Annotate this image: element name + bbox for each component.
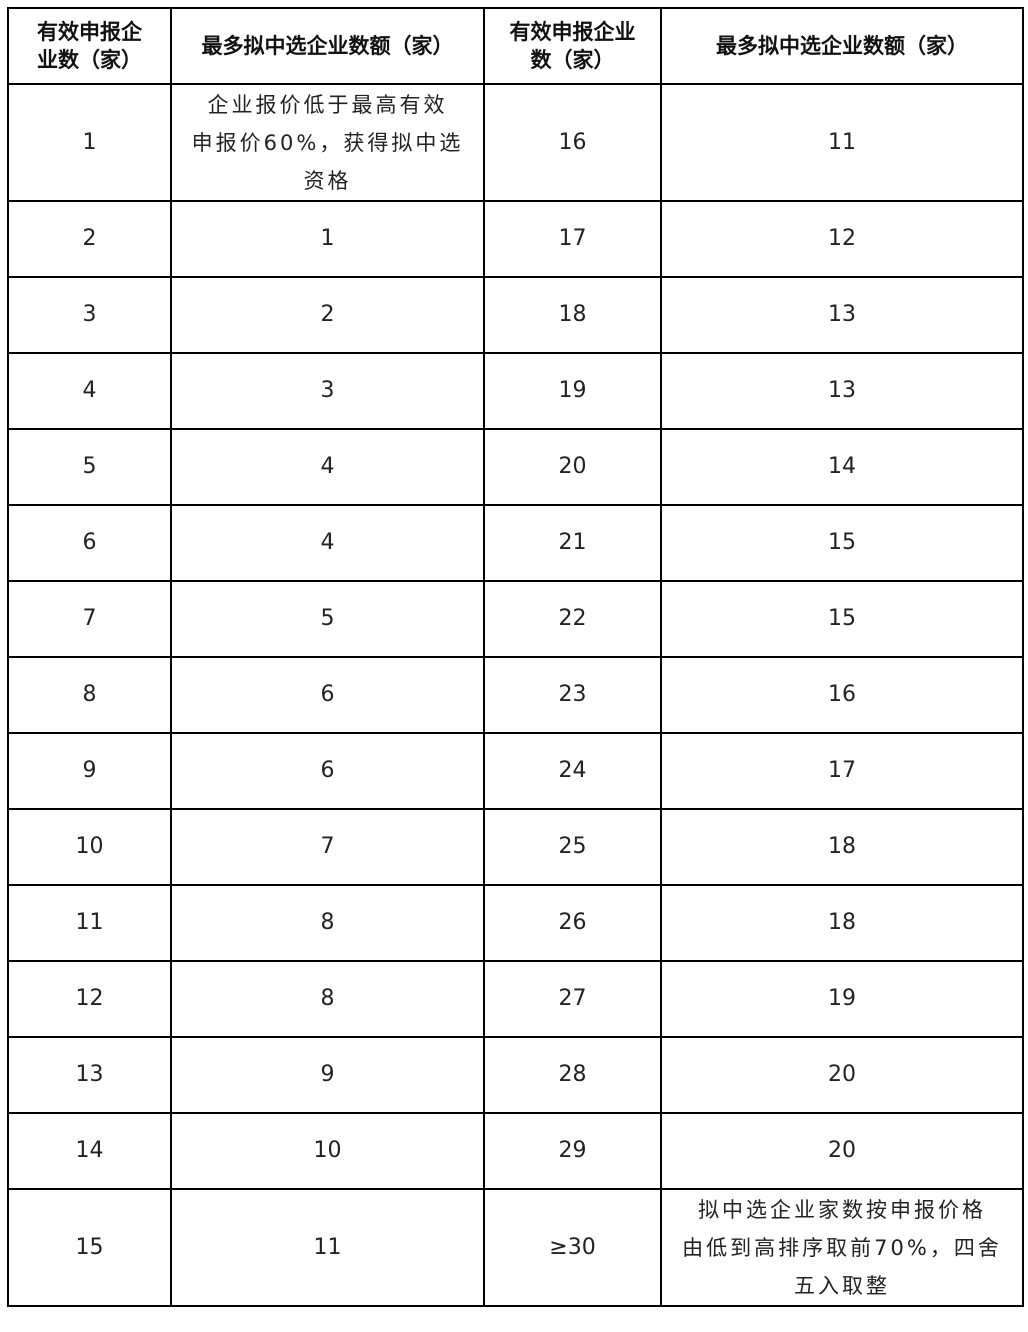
header-max-selected: 最多拟中选企业数额（家） xyxy=(660,7,1024,85)
table-row: 11 8 26 18 xyxy=(7,884,1024,962)
table-cell: 10 xyxy=(7,808,172,886)
table-cell: 12 xyxy=(660,200,1024,278)
table-cell: 18 xyxy=(483,276,662,354)
table-cell: 10 xyxy=(170,1112,485,1190)
table-cell: 22 xyxy=(483,580,662,658)
table-cell: 8 xyxy=(170,960,485,1038)
table-row: 4 3 19 13 xyxy=(7,352,1024,430)
table-cell: 20 xyxy=(660,1036,1024,1114)
header-max-selected: 最多拟中选企业数额（家） xyxy=(170,7,485,85)
table-row: 14 10 29 20 xyxy=(7,1112,1024,1190)
table-cell: 13 xyxy=(660,352,1024,430)
table-cell: 13 xyxy=(660,276,1024,354)
table-cell: 20 xyxy=(483,428,662,506)
table-cell: 3 xyxy=(7,276,172,354)
table-cell: 16 xyxy=(660,656,1024,734)
table-cell: 23 xyxy=(483,656,662,734)
table-cell: 13 xyxy=(7,1036,172,1114)
table-cell: 29 xyxy=(483,1112,662,1190)
table-cell: ≥30 xyxy=(483,1188,662,1307)
table-cell: 3 xyxy=(170,352,485,430)
table-cell: 4 xyxy=(170,504,485,582)
header-row: 有效申报企 业数（家） 最多拟中选企业数额（家） 有效申报企业 数（家） 最多拟… xyxy=(7,7,1024,85)
table-cell: 18 xyxy=(660,884,1024,962)
table-cell: 19 xyxy=(660,960,1024,1038)
table-cell: 18 xyxy=(660,808,1024,886)
table-row: 13 9 28 20 xyxy=(7,1036,1024,1114)
table-cell: 1 xyxy=(7,83,172,202)
table-cell: 8 xyxy=(7,656,172,734)
table-cell: 企业报价低于最高有效 申报价60%，获得拟中选 资格 xyxy=(170,83,485,202)
table-cell: 17 xyxy=(660,732,1024,810)
table-cell: 15 xyxy=(660,580,1024,658)
table-cell: 27 xyxy=(483,960,662,1038)
table-row: 12 8 27 19 xyxy=(7,960,1024,1038)
header-valid-bidders: 有效申报企业 数（家） xyxy=(483,7,662,85)
table-cell: 6 xyxy=(170,732,485,810)
table-cell: 28 xyxy=(483,1036,662,1114)
table-row: 10 7 25 18 xyxy=(7,808,1024,886)
table-cell: 4 xyxy=(170,428,485,506)
table-cell: 24 xyxy=(483,732,662,810)
table-cell: 15 xyxy=(660,504,1024,582)
table-row: 15 11 ≥30 拟中选企业家数按申报价格 由低到高排序取前70%，四舍 五入取整 xyxy=(7,1188,1024,1307)
selection-quota-table: 有效申报企 业数（家） 最多拟中选企业数额（家） 有效申报企业 数（家） 最多拟… xyxy=(7,7,1024,1307)
table-cell: 11 xyxy=(660,83,1024,202)
table-cell: 2 xyxy=(7,200,172,278)
table-cell: 6 xyxy=(170,656,485,734)
table-cell: 19 xyxy=(483,352,662,430)
table-cell: 11 xyxy=(170,1188,485,1307)
table-row: 9 6 24 17 xyxy=(7,732,1024,810)
table-cell: 8 xyxy=(170,884,485,962)
table-cell: 25 xyxy=(483,808,662,886)
table-cell: 16 xyxy=(483,83,662,202)
table-row: 5 4 20 14 xyxy=(7,428,1024,506)
table-cell: 7 xyxy=(170,808,485,886)
table-row: 7 5 22 15 xyxy=(7,580,1024,658)
table-cell: 14 xyxy=(7,1112,172,1190)
table-cell: 1 xyxy=(170,200,485,278)
table-cell: 5 xyxy=(7,428,172,506)
table-cell: 12 xyxy=(7,960,172,1038)
table-cell: 9 xyxy=(7,732,172,810)
table-cell: 17 xyxy=(483,200,662,278)
table-cell: 4 xyxy=(7,352,172,430)
table-row: 2 1 17 12 xyxy=(7,200,1024,278)
table-cell: 11 xyxy=(7,884,172,962)
table-cell: 15 xyxy=(7,1188,172,1307)
table-cell: 拟中选企业家数按申报价格 由低到高排序取前70%，四舍 五入取整 xyxy=(660,1188,1024,1307)
table-cell: 9 xyxy=(170,1036,485,1114)
table-cell: 21 xyxy=(483,504,662,582)
table-cell: 7 xyxy=(7,580,172,658)
table-row: 1 企业报价低于最高有效 申报价60%，获得拟中选 资格 16 11 xyxy=(7,83,1024,202)
table-row: 6 4 21 15 xyxy=(7,504,1024,582)
table-cell: 6 xyxy=(7,504,172,582)
table-row: 3 2 18 13 xyxy=(7,276,1024,354)
header-valid-bidders: 有效申报企 业数（家） xyxy=(7,7,172,85)
table-cell: 20 xyxy=(660,1112,1024,1190)
table-cell: 14 xyxy=(660,428,1024,506)
table-row: 8 6 23 16 xyxy=(7,656,1024,734)
table-cell: 5 xyxy=(170,580,485,658)
table-cell: 26 xyxy=(483,884,662,962)
table-cell: 2 xyxy=(170,276,485,354)
